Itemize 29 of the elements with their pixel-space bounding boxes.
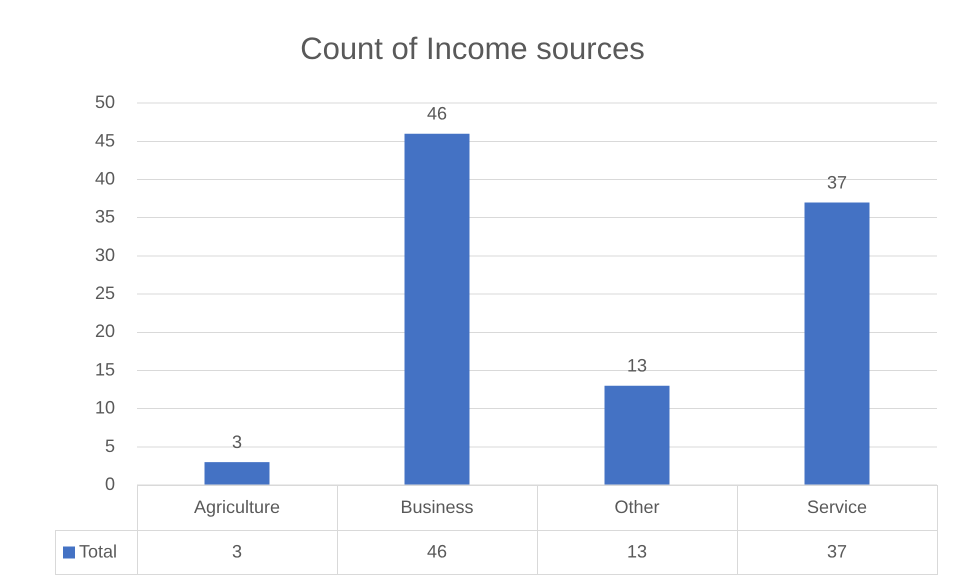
data-label: 3 [232,432,242,452]
text: 13 [626,541,648,562]
y-tick-label: 40 [94,168,115,189]
data-label: 37 [826,172,848,192]
y-tick-label: 45 [94,130,115,150]
text: 3 [232,541,242,562]
text: 46 [426,541,448,562]
bar [604,386,670,484]
y-tick-label: 20 [94,321,115,342]
x-tick-label: Other [614,496,660,517]
bar [404,134,470,484]
data-label: 13 [626,356,648,376]
y-tick-label: 30 [94,244,115,265]
x-tick-label: Service [806,496,868,517]
legend-label: Total [79,541,118,562]
bar [804,202,870,484]
x-tick-label: Business [400,496,474,517]
y-tick-label: 35 [94,206,115,227]
bar [204,462,270,484]
y-tick-label: 50 [94,92,115,112]
chart-title: Count of Income sources [300,31,645,66]
y-tick-label: 5 [104,436,115,456]
text: 37 [826,541,848,562]
x-tick-label: Agriculture [194,496,280,517]
y-tick-label: 25 [94,283,115,304]
y-tick-label: 0 [104,474,115,494]
y-tick-label: 10 [94,398,115,418]
data-label: 46 [426,104,448,124]
y-tick-label: 15 [94,359,115,380]
